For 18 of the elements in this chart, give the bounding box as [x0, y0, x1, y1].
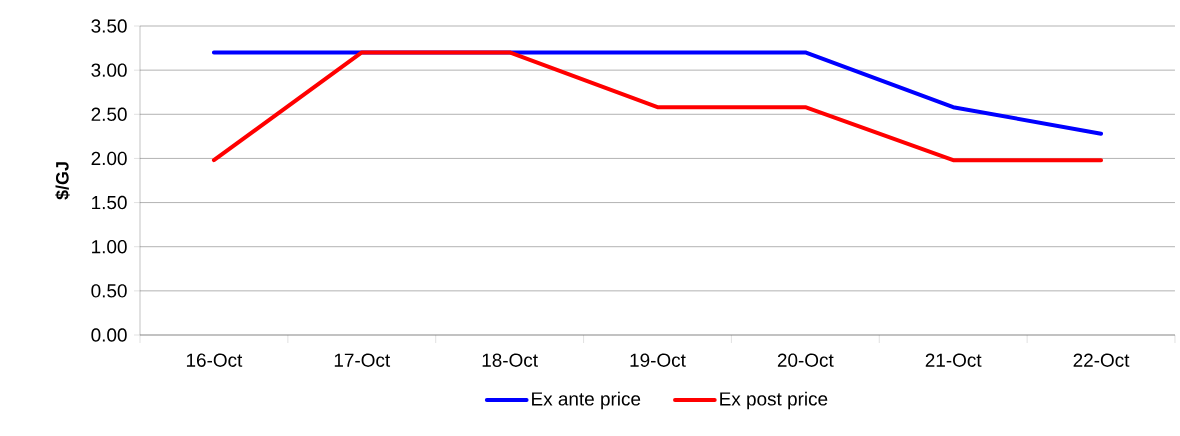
- y-tick-label: 2.50: [91, 107, 127, 121]
- x-tick-label: 20-Oct: [777, 353, 834, 367]
- y-tick-label: 2.00: [91, 151, 127, 166]
- y-tick-label: 0.00: [91, 328, 127, 342]
- x-tick-label: 17-Oct: [334, 353, 391, 367]
- x-tick-label: 22-Oct: [1073, 353, 1130, 367]
- y-tick-label: 3.50: [91, 19, 127, 33]
- y-tick-label: 1.00: [92, 240, 127, 254]
- y-tick-label: 1.50: [92, 195, 127, 210]
- x-tick-label: 21-Oct: [925, 353, 982, 367]
- legend-label: Ex post price: [720, 391, 828, 410]
- y-axis-title: $/GJ: [55, 162, 70, 200]
- x-tick-label: 18-Oct: [482, 353, 538, 367]
- y-tick-label: 3.00: [91, 63, 127, 77]
- y-tick-label: 0.50: [91, 284, 127, 298]
- x-tick-label: 19-Oct: [630, 353, 686, 367]
- legend-label: Ex ante price: [532, 391, 641, 410]
- x-tick-label: 16-Oct: [186, 353, 243, 367]
